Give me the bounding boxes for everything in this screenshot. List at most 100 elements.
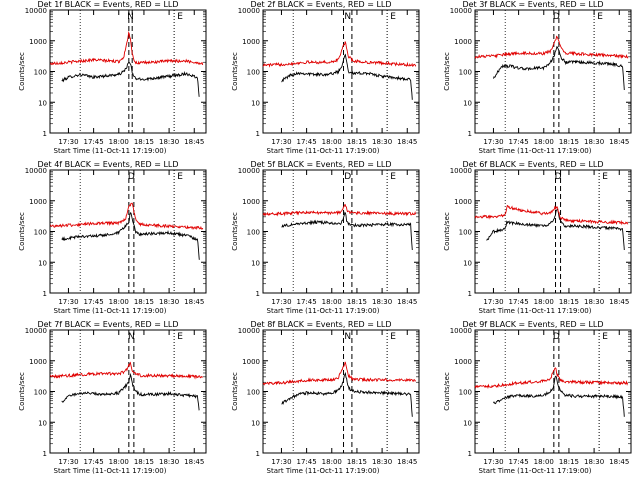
y-tick-label: 1000 — [242, 38, 260, 46]
x-axis-label: Start Time (11-Oct-11 17:19:00) — [54, 467, 167, 475]
x-axis-label: Start Time (11-Oct-11 17:19:00) — [267, 307, 380, 315]
y-tick-label: 1 — [468, 290, 472, 298]
marker-label: N — [127, 12, 134, 22]
x-tick-label: 18:00 — [109, 138, 129, 146]
series-lld-line — [474, 367, 629, 389]
y-tick-label: 1 — [256, 450, 260, 458]
x-tick-label: 18:45 — [184, 138, 204, 146]
detector-panel-4: Det 4f BLACK = Events, RED = LLD 1 10 100 10… — [18, 160, 207, 315]
x-tick-label: 17:30 — [271, 458, 291, 466]
x-tick-label: 18:45 — [184, 458, 204, 466]
x-axis-label: Start Time (11-Oct-11 17:19:00) — [267, 467, 380, 475]
y-axis-label: Counts/sec — [443, 372, 451, 411]
y-tick-label: 1 — [43, 130, 47, 138]
panel-title: Det 2f BLACK = Events, RED = LLD — [250, 0, 391, 9]
panel-title: Det 3f BLACK = Events, RED = LLD — [462, 0, 603, 9]
y-axis-label: Counts/sec — [231, 52, 239, 91]
x-tick-label: 17:45 — [297, 298, 317, 306]
marker-label: E — [390, 172, 396, 182]
panel-title: Det 7f BLACK = Events, RED = LLD — [37, 320, 178, 329]
y-tick-label: 10 — [38, 99, 47, 107]
y-tick-label: 100 — [34, 69, 47, 77]
x-tick-label: 17:30 — [483, 458, 503, 466]
x-tick-label: 18:15 — [559, 458, 579, 466]
x-tick-label: 18:00 — [322, 138, 342, 146]
y-tick-label: 1000 — [29, 38, 47, 46]
y-tick-label: 1 — [43, 450, 47, 458]
plot-frame — [474, 329, 632, 454]
x-tick-label: 17:45 — [509, 138, 529, 146]
plot-frame — [262, 169, 420, 294]
marker-label: E — [597, 12, 603, 22]
x-tick-label: 18:15 — [347, 138, 367, 146]
y-tick-label: 10000 — [238, 7, 260, 15]
y-tick-label: 10 — [38, 259, 47, 267]
marker-label: E — [390, 12, 396, 22]
y-tick-label: 1 — [256, 290, 260, 298]
x-axis-label: Start Time (11-Oct-11 17:19:00) — [479, 307, 592, 315]
x-tick-label: 18:15 — [559, 138, 579, 146]
detector-panel-1: Det 1f BLACK = Events, RED = LLD 1 10 100 10… — [18, 0, 207, 155]
x-tick-label: 18:45 — [609, 298, 629, 306]
plot-frame — [262, 329, 420, 454]
y-tick-label: 1 — [43, 290, 47, 298]
panel-title: Det 6f BLACK = Events, RED = LLD — [462, 160, 603, 169]
y-axis-label: Counts/sec — [18, 212, 26, 251]
x-tick-label: 18:30 — [159, 458, 179, 466]
plot-frame — [49, 169, 207, 294]
marker-label: E — [177, 12, 183, 22]
series-events-line — [61, 212, 200, 260]
y-tick-label: 1000 — [242, 198, 260, 206]
y-tick-label: 10000 — [238, 327, 260, 335]
marker-label: E — [602, 172, 608, 182]
y-tick-label: 100 — [247, 229, 260, 237]
x-tick-label: 18:00 — [534, 458, 554, 466]
y-tick-label: 100 — [34, 389, 47, 397]
x-tick-label: 17:45 — [84, 298, 104, 306]
x-tick-label: 18:45 — [397, 458, 417, 466]
x-tick-label: 17:30 — [483, 138, 503, 146]
y-axis-label: Counts/sec — [231, 212, 239, 251]
x-tick-label: 18:45 — [609, 138, 629, 146]
series-lld-line — [50, 202, 204, 230]
y-tick-label: 1 — [468, 450, 472, 458]
marker-label: E — [177, 172, 183, 182]
panel-title: Det 4f BLACK = Events, RED = LLD — [37, 160, 178, 169]
series-events-line — [281, 211, 413, 251]
y-tick-label: 1 — [468, 130, 472, 138]
x-tick-label: 18:00 — [322, 298, 342, 306]
marker-label: D — [128, 172, 135, 182]
plot-frame — [49, 329, 207, 454]
series-events-line — [486, 208, 625, 251]
y-tick-label: 1000 — [242, 358, 260, 366]
marker-label: N — [344, 332, 351, 342]
y-tick-label: 100 — [34, 229, 47, 237]
marker-label: E — [177, 332, 183, 342]
series-lld-line — [262, 204, 417, 217]
plot-frame — [49, 9, 207, 134]
panel-title: Det 5f BLACK = Events, RED = LLD — [250, 160, 391, 169]
x-tick-label: 18:30 — [159, 138, 179, 146]
y-axis-label: Counts/sec — [18, 372, 26, 411]
series-lld-line — [262, 361, 416, 386]
detector-panel-8: Det 8f BLACK = Events, RED = LLD 1 10 100 10… — [231, 320, 420, 475]
y-tick-label: 10000 — [25, 327, 47, 335]
marker-label: E — [602, 332, 608, 342]
x-axis-label: Start Time (11-Oct-11 17:19:00) — [54, 147, 167, 155]
y-tick-label: 10 — [463, 259, 472, 267]
detector-panel-9: Det 9f BLACK = Events, RED = LLD 1 10 100 10… — [443, 320, 632, 475]
y-tick-label: 10000 — [25, 7, 47, 15]
series-events-line — [281, 371, 413, 417]
x-tick-label: 18:30 — [372, 138, 392, 146]
x-axis-label: Start Time (11-Oct-11 17:19:00) — [267, 147, 380, 155]
series-lld-line — [474, 35, 629, 59]
y-tick-label: 100 — [459, 229, 472, 237]
marker-label: D — [553, 12, 560, 22]
x-tick-label: 17:45 — [509, 458, 529, 466]
detector-panel-5: Det 5f BLACK = Events, RED = LLD 1 10 100 10… — [231, 160, 420, 315]
marker-label: D — [555, 172, 562, 182]
series-events-line — [281, 53, 413, 100]
x-tick-label: 17:45 — [297, 458, 317, 466]
x-tick-label: 17:45 — [84, 458, 104, 466]
